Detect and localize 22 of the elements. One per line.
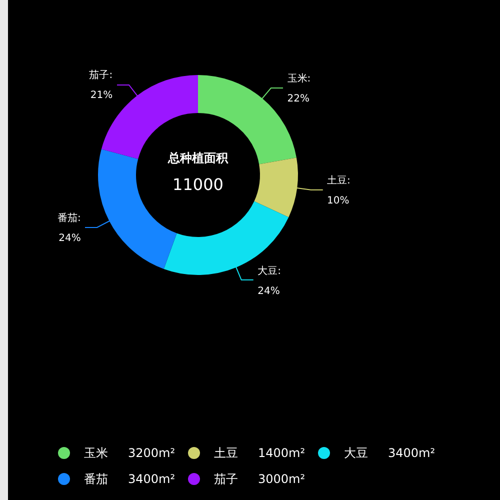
data-label: 3400m²	[128, 472, 176, 486]
text: 番茄:	[58, 213, 81, 224]
text: 22%	[287, 93, 310, 104]
legend-label: 土豆	[214, 444, 239, 462]
text: 10%	[327, 195, 350, 206]
data-label: 3200m²	[128, 446, 176, 460]
text: 21%	[90, 90, 113, 102]
text: 总种植面积	[167, 151, 229, 166]
data-label: 3400m²	[388, 446, 436, 460]
legend-label: 茄子	[214, 470, 239, 488]
text: 茄子:	[89, 70, 113, 82]
text: 土豆:	[327, 175, 350, 186]
legend-label: 玉米	[84, 444, 109, 462]
legend-label: 大豆	[344, 444, 369, 462]
text: 24%	[258, 286, 280, 297]
text: 玉米:	[287, 73, 311, 84]
text: 24%	[58, 233, 81, 244]
data-label: 1400m²	[258, 446, 306, 460]
text: 11000	[172, 175, 224, 194]
text: 大豆:	[258, 266, 281, 277]
data-label: 3000m²	[258, 472, 306, 486]
legend-label: 番茄	[84, 470, 109, 488]
